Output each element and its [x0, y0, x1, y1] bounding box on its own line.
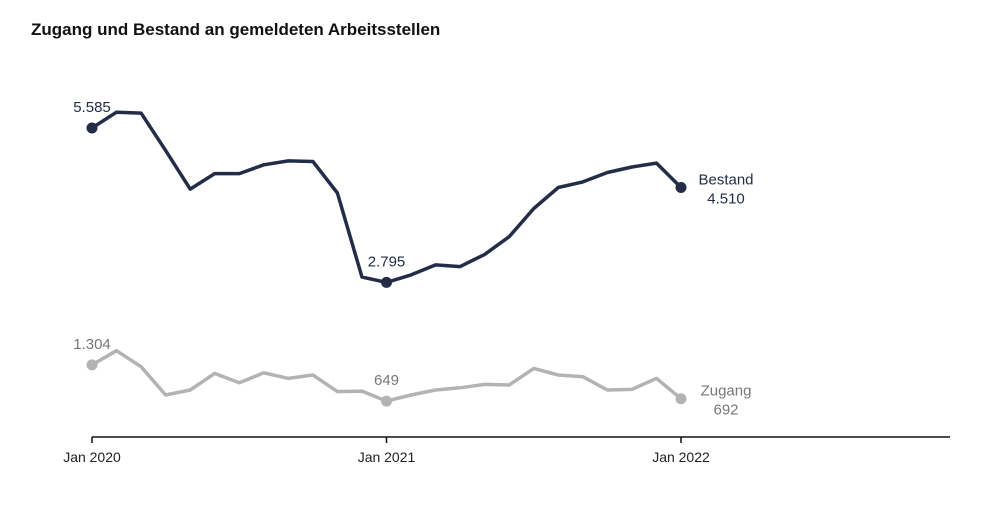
data-point-zugang — [675, 393, 687, 405]
data-label: 5.585 — [73, 99, 111, 116]
x-tick-label: Jan 2022 — [652, 449, 710, 465]
data-point-bestand — [675, 181, 687, 193]
series-end-label: Bestand — [698, 171, 753, 188]
chart-title: Zugang und Bestand an gemeldeten Arbeits… — [31, 20, 441, 39]
x-tick-label: Jan 2020 — [63, 449, 121, 465]
data-label: 649 — [374, 372, 399, 389]
data-label: 1.304 — [73, 336, 111, 353]
data-label: 4.510 — [707, 190, 745, 207]
data-point-bestand — [86, 122, 98, 134]
data-point-bestand — [381, 276, 392, 288]
data-label: 2.795 — [368, 253, 406, 270]
data-labels: 5.585 2.795 Bestand 4.510 1.304 649 Zugang 692 — [73, 99, 753, 419]
data-label: 692 — [713, 402, 738, 419]
data-point-zugang — [381, 395, 392, 407]
series-lines — [86, 110, 687, 407]
x-axis-ticks: Jan 2020 Jan 2021 Jan 2022 — [63, 437, 710, 465]
x-tick-label: Jan 2021 — [358, 449, 416, 465]
series-end-label: Zugang — [701, 383, 752, 400]
data-point-zugang — [86, 359, 98, 371]
